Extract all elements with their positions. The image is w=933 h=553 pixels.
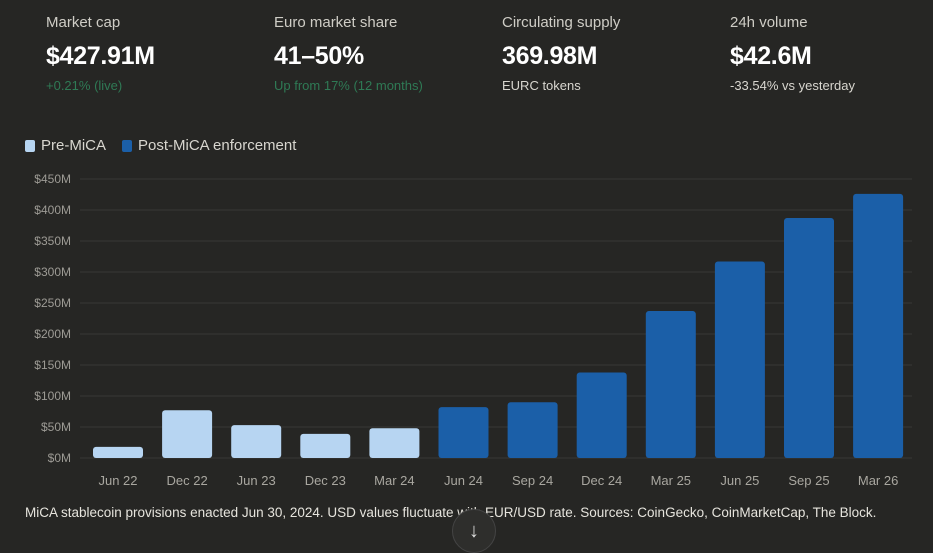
legend-item-post: Post-MiCA enforcement bbox=[122, 137, 296, 154]
bar-mar-25 bbox=[645, 311, 696, 458]
arrow-down-icon: ↓ bbox=[469, 519, 479, 542]
legend-swatch-pre bbox=[25, 139, 35, 152]
stat-circulating-supply: Circulating supply 369.98M EURC tokens bbox=[502, 14, 722, 93]
chart-legend: Pre-MiCA Post-MiCA enforcement bbox=[25, 137, 296, 154]
bar-jun-25 bbox=[714, 261, 765, 458]
stat-market-cap: Market cap $427.91M +0.21% (live) bbox=[46, 14, 266, 93]
stat-label: Circulating supply bbox=[502, 14, 621, 31]
bar-jun-23 bbox=[231, 425, 282, 458]
x-tick-label: Dec 23 bbox=[305, 473, 346, 488]
x-tick-label: Sep 25 bbox=[788, 473, 829, 488]
stat-value: $42.6M bbox=[730, 42, 812, 70]
bar-chart: $0M $50M $100M $150M $200M $250M $300M $350M $40… bbox=[34, 172, 912, 488]
x-tick-label: Mar 24 bbox=[374, 473, 414, 488]
y-tick-label: $50M bbox=[41, 420, 71, 434]
stat-sub: -33.54% vs yesterday bbox=[730, 78, 856, 93]
stat-value: $427.91M bbox=[46, 42, 155, 70]
bar-dec-24 bbox=[576, 372, 627, 458]
legend-label: Pre-MiCA bbox=[41, 137, 107, 154]
legend-item-pre: Pre-MiCA bbox=[25, 137, 106, 154]
x-tick-label: Mar 25 bbox=[651, 473, 691, 488]
y-tick-label: $450M bbox=[34, 172, 71, 186]
x-tick-label: Dec 24 bbox=[581, 473, 622, 488]
x-tick-label: Sep 24 bbox=[512, 473, 553, 488]
y-tick-label: $0M bbox=[48, 451, 71, 465]
x-tick-label: Dec 22 bbox=[166, 473, 207, 488]
stat-24h-volume: 24h volume $42.6M -33.54% vs yesterday bbox=[730, 14, 933, 93]
x-tick-label: Jun 25 bbox=[720, 473, 759, 488]
y-tick-label: $100M bbox=[34, 389, 71, 403]
stat-value: 369.98M bbox=[502, 42, 598, 70]
y-tick-label: $350M bbox=[34, 234, 71, 248]
stat-euro-market-share: Euro market share 41–50% Up from 17% (12… bbox=[274, 14, 494, 93]
y-tick-label: $300M bbox=[34, 265, 71, 279]
legend-label: Post-MiCA enforcement bbox=[138, 137, 297, 154]
stat-sub: Up from 17% (12 months) bbox=[274, 78, 423, 93]
bar-jun-24 bbox=[438, 407, 489, 458]
bar-dec-23 bbox=[300, 433, 351, 458]
bar-sep-25 bbox=[784, 218, 834, 458]
stat-sub: EURC tokens bbox=[502, 78, 581, 93]
x-tick-label: Jun 22 bbox=[98, 473, 137, 488]
y-tick-label: $250M bbox=[34, 296, 71, 310]
footnote: MiCA stablecoin provisions enacted Jun 3… bbox=[25, 505, 877, 520]
bar-jun-22 bbox=[93, 446, 143, 458]
stat-value: 41–50% bbox=[274, 42, 364, 70]
y-tick-label: $200M bbox=[34, 327, 71, 341]
x-tick-label: Jun 24 bbox=[444, 473, 483, 488]
bar-dec-22 bbox=[162, 410, 213, 458]
bar-mar-24 bbox=[369, 428, 420, 458]
stat-label: Market cap bbox=[46, 14, 121, 31]
stat-sub: +0.21% (live) bbox=[46, 78, 123, 93]
bar-sep-24 bbox=[507, 402, 558, 458]
y-tick-label: $400M bbox=[34, 203, 71, 217]
legend-swatch-post bbox=[122, 139, 133, 152]
stat-label: 24h volume bbox=[730, 14, 808, 31]
scroll-down-button[interactable]: ↓ bbox=[452, 509, 496, 553]
bar-mar-26 bbox=[853, 193, 904, 458]
x-tick-label: Jun 23 bbox=[237, 473, 276, 488]
x-tick-label: Mar 26 bbox=[858, 473, 898, 488]
stat-label: Euro market share bbox=[274, 14, 398, 31]
y-tick-label: $150M bbox=[34, 358, 71, 372]
